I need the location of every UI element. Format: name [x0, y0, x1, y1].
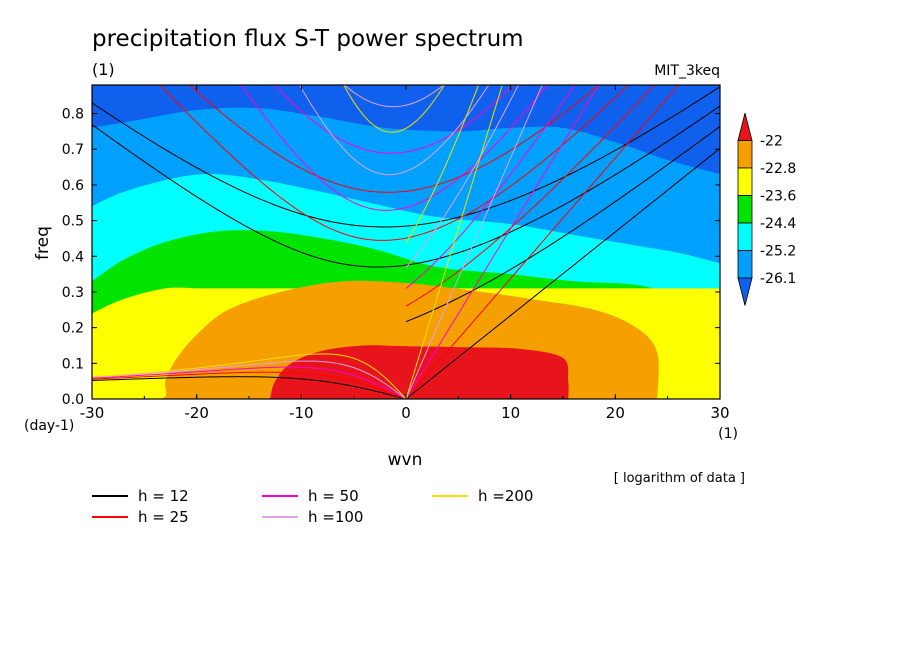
dispersion-curves	[92, 85, 720, 399]
legend-label: h =100	[308, 508, 363, 526]
dispersion-mrg-h100	[405, 85, 519, 268]
dispersion-rossby-h50	[92, 366, 407, 399]
data-note: [ logarithm of data ]	[614, 471, 745, 486]
colorbar-swatch	[737, 222, 753, 251]
x-tick-label: 10	[501, 404, 520, 422]
legend-label: h =200	[478, 487, 533, 505]
dispersion-ig2-h12	[92, 86, 720, 228]
dispersion-ig1-h12	[92, 105, 720, 268]
colorbar-swatch	[737, 140, 753, 169]
y-tick-label: 0.1	[62, 356, 84, 372]
colorbar-label: -24.4	[760, 216, 796, 232]
dispersion-rossby-h100	[92, 360, 407, 399]
colorbar-label: -22	[760, 134, 783, 150]
colorbar-swatch	[737, 277, 753, 306]
x-axis-unit: (1)	[718, 426, 738, 442]
y-tick-label: 0.4	[62, 249, 84, 265]
dispersion-ig1-h100	[298, 85, 490, 176]
x-tick-label: 0	[401, 404, 411, 422]
dispersion-ig1-h25	[159, 85, 630, 241]
y-tick-label: 0.7	[62, 142, 84, 158]
dispersion-rossby-h25	[92, 371, 407, 399]
dispersion-kelvin-h12	[405, 147, 720, 399]
legend-label: h = 25	[138, 508, 189, 526]
colorbar-swatch	[737, 195, 753, 224]
y-tick-label: 0.0	[62, 392, 84, 408]
x-tick-label: -10	[289, 404, 314, 422]
x-tick-label: 20	[606, 404, 625, 422]
colorbar-label: -23.6	[760, 189, 796, 205]
dispersion-ig2-h50	[273, 85, 515, 154]
colorbar-swatch	[737, 167, 753, 196]
y-tick-label: 0.5	[62, 214, 84, 230]
dispersion-kelvin-h50	[405, 85, 600, 399]
dispersion-ig2-h25	[188, 85, 600, 193]
dispersion-ig1-h200	[343, 85, 445, 133]
legend-label: h = 12	[138, 487, 189, 505]
y-tick-label: 0.2	[62, 321, 84, 337]
y-axis-ticks: 0.0 0.1 0.2 0.3 0.4 0.5 0.6 0.7 0.8	[62, 107, 720, 408]
x-tick-label: -20	[184, 404, 209, 422]
dispersion-kelvin-h200	[405, 85, 503, 399]
colorbar-label: -25.2	[760, 244, 796, 260]
chart-subtitle-left: (1)	[92, 60, 115, 79]
dispersion-rossby-h12	[92, 376, 407, 399]
plot-area	[92, 85, 720, 399]
chart-title: precipitation flux S-T power spectrum	[92, 26, 524, 52]
dispersion-kelvin-h100	[405, 85, 543, 399]
x-axis-ticks: -30 -20 -10 0 10 20 30	[80, 85, 730, 422]
dispersion-ig1-h50	[240, 85, 548, 211]
y-tick-label: 0.3	[62, 285, 84, 301]
contour-bands	[92, 85, 720, 399]
legend: h = 12 h = 25 h = 50 h =100 h =200	[92, 487, 533, 526]
y-tick-label: 0.6	[62, 178, 84, 194]
colorbar-swatch	[737, 112, 753, 141]
dispersion-ig2-h100	[343, 85, 445, 108]
contour-band-6	[269, 345, 569, 399]
dispersion-mrg-h25	[405, 85, 656, 307]
colorbar-swatch	[737, 250, 753, 279]
y-axis-unit: (day-1)	[24, 418, 74, 434]
colorbar-label: -26.1	[760, 271, 796, 287]
dispersion-mrg-h50	[405, 85, 576, 289]
colorbar: -22 -22.8 -23.6 -24.4 -25.2 -26.1	[737, 112, 796, 306]
y-tick-label: 0.8	[62, 107, 84, 123]
dispersion-rossby-h200	[92, 353, 407, 399]
x-tick-label: 30	[710, 404, 729, 422]
legend-label: h = 50	[308, 487, 359, 505]
dispersion-kelvin-h25	[405, 85, 680, 399]
x-axis-label: wvn	[388, 450, 423, 470]
y-axis-label: freq	[33, 226, 53, 260]
chart-subtitle-right: MIT_3keq	[654, 63, 720, 79]
x-tick-label: -30	[80, 404, 105, 422]
dispersion-mrg-h12	[405, 125, 720, 323]
colorbar-label: -22.8	[760, 161, 796, 177]
dispersion-mrg-h200	[405, 85, 480, 244]
